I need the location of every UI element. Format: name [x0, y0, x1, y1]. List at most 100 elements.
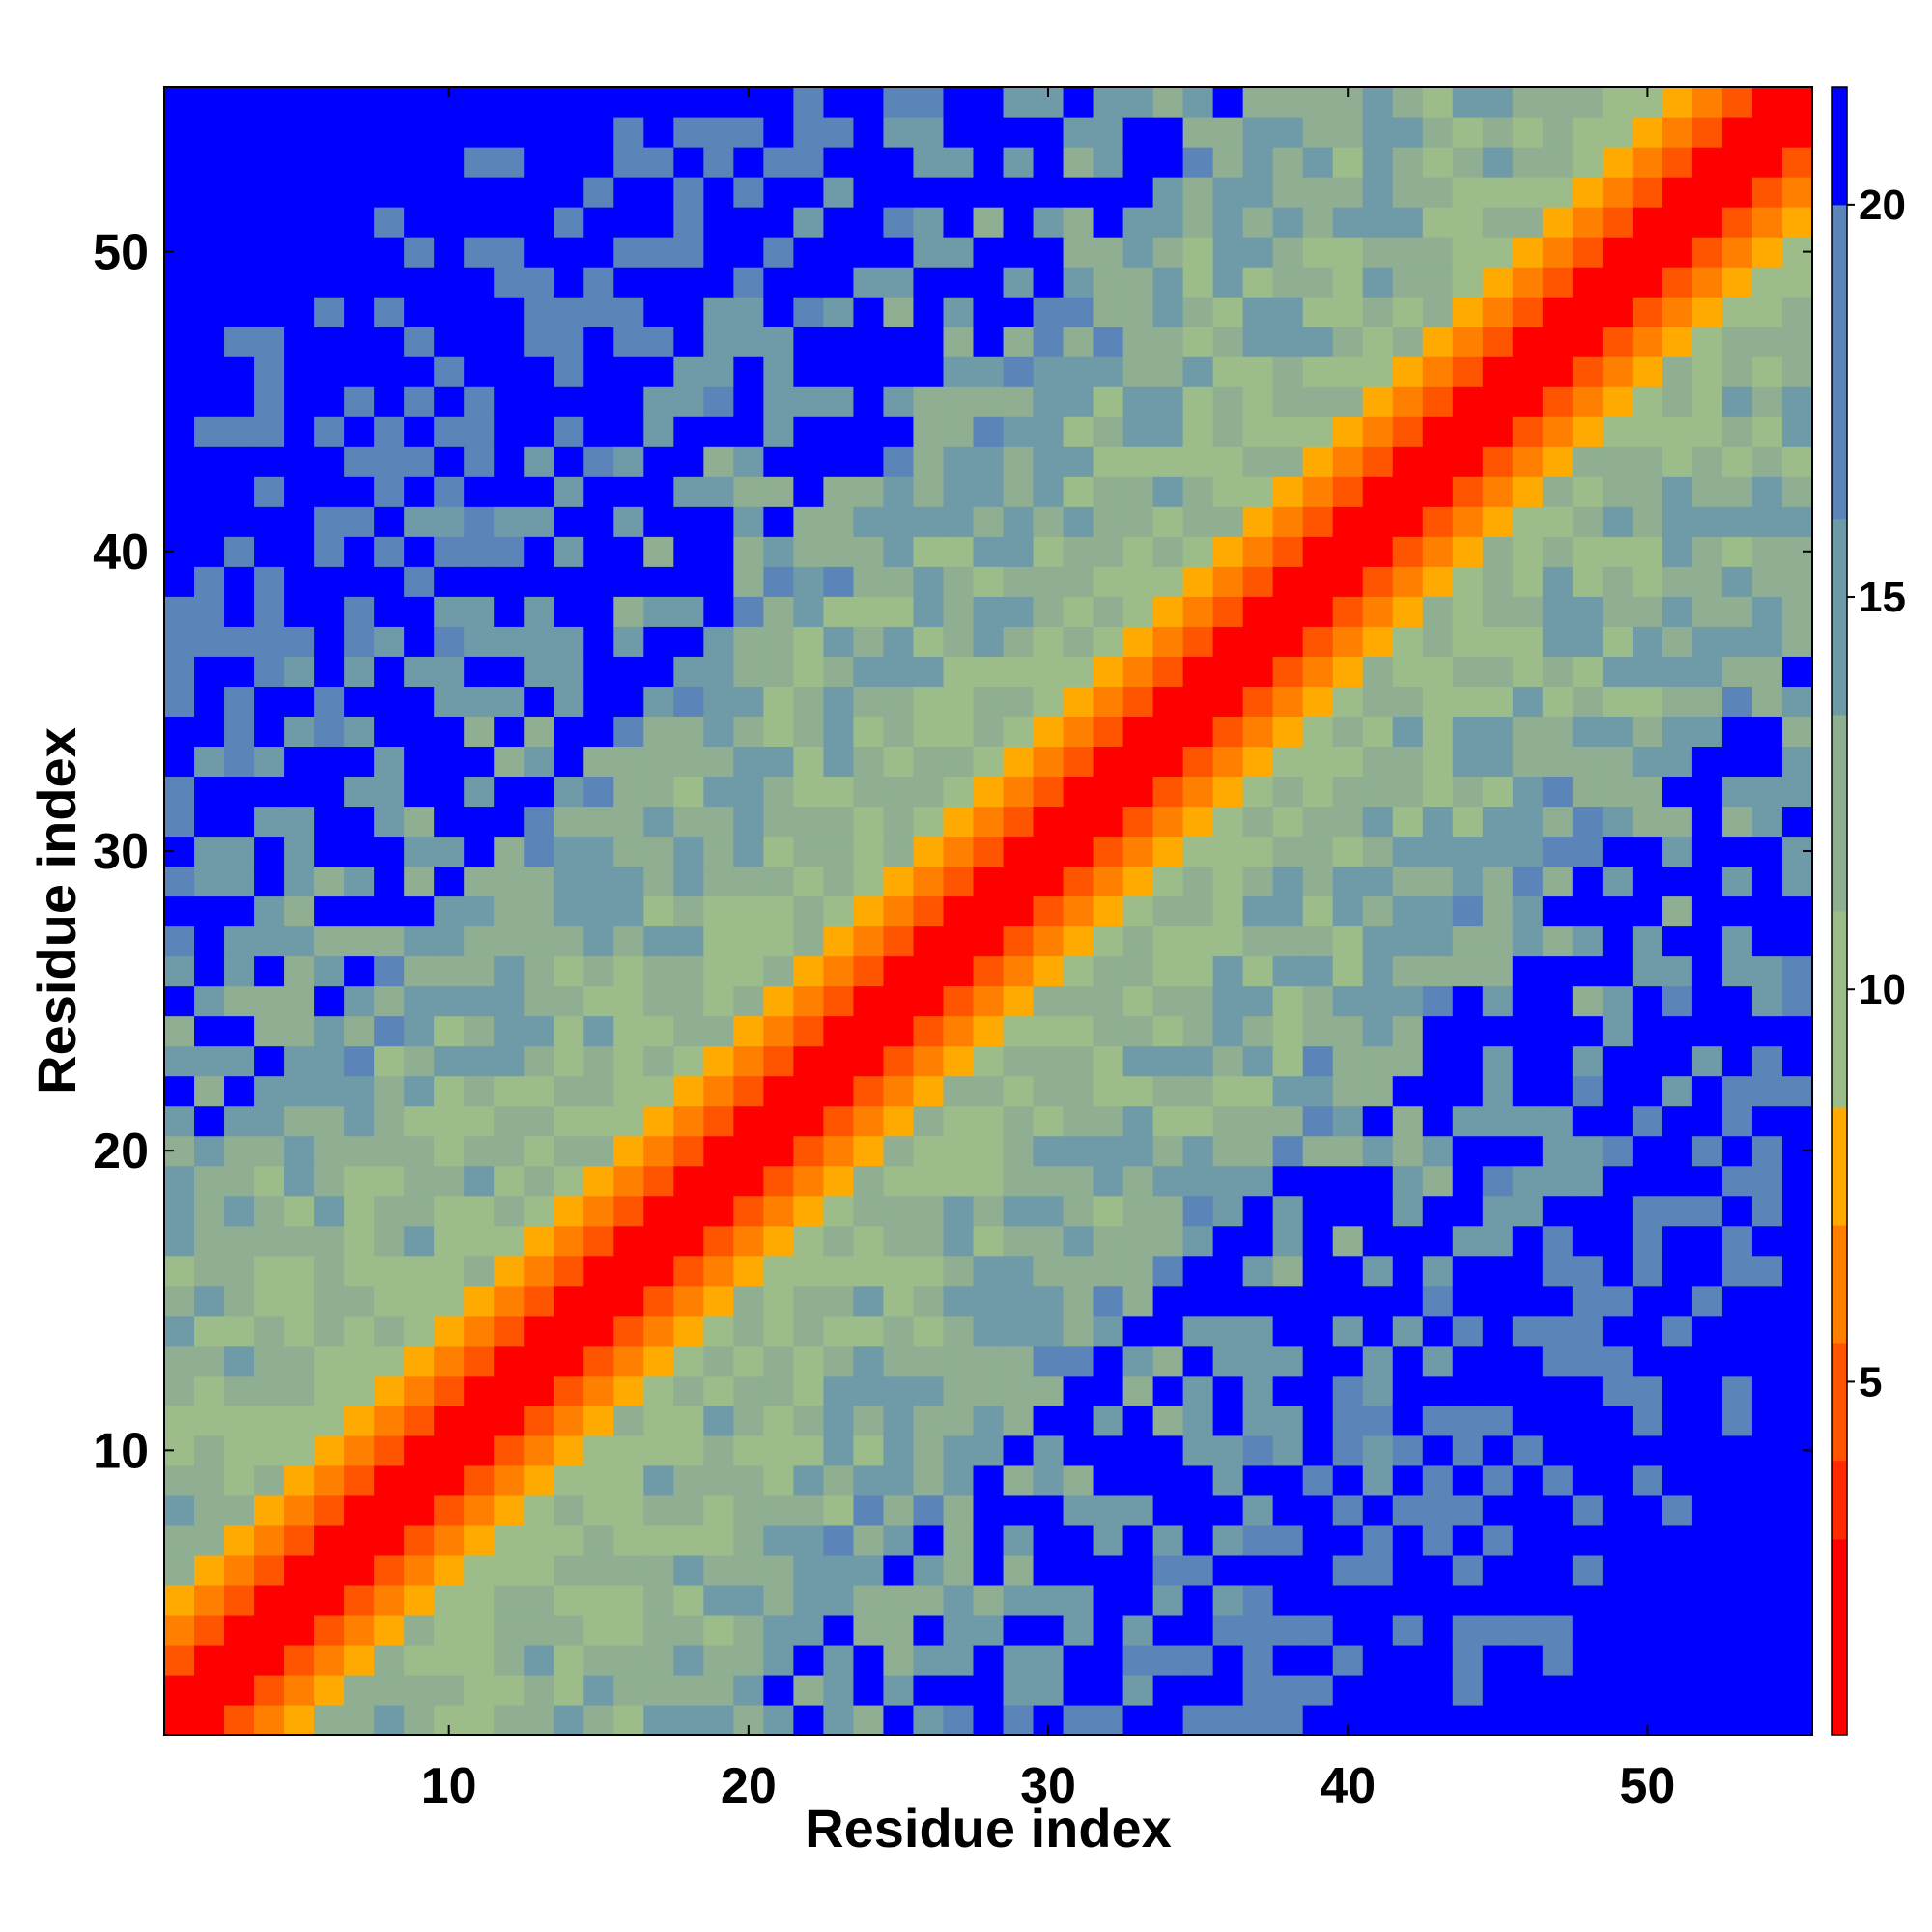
heatmap-cell — [883, 327, 915, 357]
heatmap-cell — [314, 536, 345, 567]
heatmap-cell — [763, 1105, 794, 1137]
heatmap-cell — [973, 356, 1005, 387]
heatmap-cell — [374, 955, 405, 987]
heatmap-cell — [1572, 776, 1604, 808]
heatmap-cell — [883, 1165, 915, 1197]
heatmap-cell — [284, 895, 315, 927]
heatmap-cell — [404, 1195, 435, 1227]
heatmap-cell — [1751, 836, 1783, 867]
heatmap-cell — [913, 1375, 945, 1406]
heatmap-cell — [1122, 147, 1154, 178]
heatmap-cell — [1063, 237, 1094, 268]
heatmap-cell — [464, 1494, 495, 1526]
heatmap-cell — [344, 506, 375, 537]
heatmap-cell — [1093, 1464, 1124, 1496]
heatmap-cell — [1033, 1464, 1065, 1496]
heatmap-cell — [1512, 1674, 1544, 1706]
heatmap-cell — [1003, 925, 1035, 957]
heatmap-cell — [943, 626, 975, 657]
heatmap-cell — [1003, 87, 1035, 118]
heatmap-cell — [254, 806, 285, 838]
heatmap-cell — [464, 656, 495, 687]
heatmap-cell — [1272, 1195, 1304, 1227]
heatmap-cell — [494, 1285, 525, 1317]
heatmap-cell — [913, 237, 945, 268]
heatmap-cell — [1093, 1195, 1124, 1227]
heatmap-cell — [1033, 925, 1065, 957]
heatmap-cell — [943, 117, 975, 148]
heatmap-cell — [1332, 327, 1364, 357]
heatmap-cell — [823, 1494, 855, 1526]
heatmap-cell — [1691, 776, 1723, 808]
heatmap-cell — [1122, 446, 1154, 477]
heatmap-cell — [1691, 1524, 1723, 1556]
heatmap-cell — [284, 1554, 315, 1586]
heatmap-cell — [883, 1375, 915, 1406]
heatmap-cell — [793, 716, 824, 747]
heatmap-cell — [254, 866, 285, 897]
heatmap-cell — [583, 1614, 614, 1646]
heatmap-cell — [494, 746, 525, 778]
heatmap-cell — [344, 1255, 375, 1287]
heatmap-cell — [524, 297, 554, 327]
heatmap-cell — [1152, 776, 1184, 808]
heatmap-cell — [164, 386, 195, 417]
heatmap-cell — [494, 237, 525, 268]
heatmap-cell — [793, 1554, 824, 1586]
heatmap-cell — [1542, 1045, 1574, 1077]
heatmap-cell — [973, 446, 1005, 477]
heatmap-cell — [1003, 1075, 1035, 1107]
heatmap-cell — [1572, 147, 1604, 178]
heatmap-cell — [284, 1255, 315, 1287]
heatmap-cell — [793, 1075, 824, 1107]
heatmap-cell — [464, 1045, 495, 1077]
heatmap-cell — [823, 985, 855, 1017]
heatmap-cell — [883, 596, 915, 627]
heatmap-cell — [763, 895, 794, 927]
heatmap-cell — [703, 686, 734, 717]
heatmap-cell — [434, 147, 465, 178]
heatmap-cell — [703, 1674, 734, 1706]
heatmap-cell — [823, 716, 855, 747]
heatmap-cell — [1332, 1494, 1364, 1526]
heatmap-cell — [494, 1494, 525, 1526]
heatmap-cell — [494, 1225, 525, 1257]
heatmap-cell — [883, 776, 915, 808]
heatmap-cell — [1033, 327, 1065, 357]
heatmap-cell — [1003, 1494, 1035, 1526]
heatmap-cell — [554, 866, 584, 897]
heatmap-cell — [344, 386, 375, 417]
heatmap-cell — [284, 626, 315, 657]
heatmap-cell — [1033, 836, 1065, 867]
heatmap-cell — [703, 716, 734, 747]
heatmap-cell — [1781, 1704, 1813, 1736]
colorbar-segment — [1832, 204, 1847, 520]
heatmap-cell — [1003, 386, 1035, 417]
heatmap-cell — [224, 1075, 255, 1107]
heatmap-cell — [643, 836, 674, 867]
heatmap-cell — [1632, 1195, 1663, 1227]
heatmap-cell — [583, 356, 614, 387]
heatmap-cell — [583, 1464, 614, 1496]
heatmap-cell — [464, 1464, 495, 1496]
heatmap-cell — [643, 1405, 674, 1436]
heatmap-cell — [1482, 1345, 1514, 1377]
heatmap-cell — [1482, 866, 1514, 897]
heatmap-cell — [194, 267, 225, 298]
heatmap-cell — [583, 147, 614, 178]
heatmap-cell — [284, 356, 315, 387]
heatmap-cell — [1662, 297, 1693, 327]
heatmap-cell — [1632, 925, 1663, 957]
heatmap-cell — [1452, 416, 1484, 447]
heatmap-cell — [284, 1584, 315, 1616]
heatmap-cell — [1332, 746, 1364, 778]
heatmap-cell — [883, 1524, 915, 1556]
heatmap-cell — [434, 1405, 465, 1436]
heatmap-cell — [224, 596, 255, 627]
heatmap-cell — [823, 626, 855, 657]
heatmap-cell — [554, 1704, 584, 1736]
heatmap-cell — [1122, 1345, 1154, 1377]
heatmap-cell — [1512, 267, 1544, 298]
heatmap-cell — [164, 147, 195, 178]
heatmap-cell — [464, 386, 495, 417]
